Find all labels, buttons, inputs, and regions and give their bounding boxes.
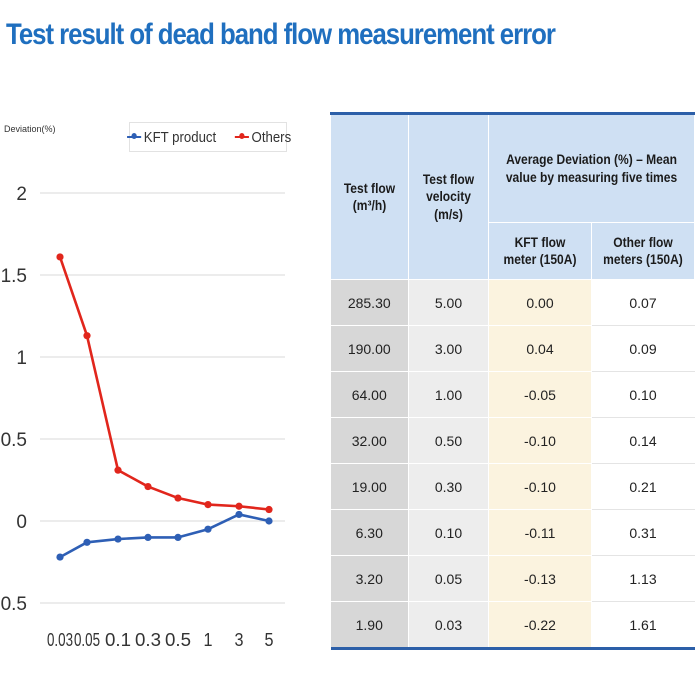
y-tick-label: 0.5	[1, 430, 27, 451]
y-axis-label: Deviation(%)	[4, 124, 56, 134]
header-kft-meter: KFT flow meter (150A)	[488, 222, 592, 280]
cell-velocity: 1.00	[408, 371, 489, 418]
cell-test-flow: 64.00	[330, 371, 409, 418]
cell-velocity: 0.05	[408, 555, 489, 602]
cell-other-deviation: 0.07	[591, 279, 696, 326]
cell-velocity: 0.30	[408, 463, 489, 510]
cell-velocity: 3.00	[408, 325, 489, 372]
x-tick-label: 3	[235, 630, 244, 650]
series-line-others	[58, 256, 270, 511]
x-tick-label: 0.5	[165, 630, 191, 650]
cell-test-flow: 32.00	[330, 417, 409, 464]
table-row: 285.30 5.00 0.00 0.07	[330, 279, 696, 326]
cell-other-deviation: 0.14	[591, 417, 696, 464]
table-row: 19.00 0.30 -0.10 0.21	[330, 463, 696, 510]
data-point-others	[83, 332, 91, 340]
data-point-others	[174, 494, 182, 502]
legend-item-others: Others	[234, 128, 291, 146]
cell-kft-deviation: -0.10	[488, 463, 592, 510]
table-row: 32.00 0.50 -0.10 0.14	[330, 417, 696, 464]
legend-swatch-kft	[127, 133, 142, 139]
data-point-kft	[235, 510, 243, 519]
cell-velocity: 0.03	[408, 601, 489, 649]
flow-test-table: Test flow (m³/h) Test flow velocity (m/s…	[330, 112, 696, 650]
data-point-kft	[83, 538, 91, 546]
cell-kft-deviation: -0.22	[488, 601, 592, 649]
series-line-kft	[59, 513, 270, 559]
cell-test-flow: 285.30	[330, 279, 409, 326]
legend-label-kft: KFT product	[144, 128, 217, 146]
x-tick-label: 0.03	[47, 630, 73, 650]
cell-kft-deviation: 0.00	[488, 279, 592, 326]
table-row: 64.00 1.00 -0.05 0.10	[330, 371, 696, 418]
data-point-kft	[174, 533, 182, 541]
table-row: 6.30 0.10 -0.11 0.31	[330, 509, 696, 556]
page-title: Test result of dead band flow measuremen…	[6, 18, 556, 51]
cell-other-deviation: 0.31	[591, 509, 696, 556]
x-tick-label: 5	[265, 630, 274, 650]
cell-velocity: 0.10	[408, 509, 489, 556]
x-tick-label: 0.1	[105, 630, 131, 650]
table-row: 3.20 0.05 -0.13 1.13	[330, 555, 696, 602]
header-other-meters: Other flow meters (150A)	[590, 222, 696, 280]
chart-legend: KFT product Others	[127, 122, 291, 152]
cell-test-flow: 6.30	[330, 509, 409, 556]
cell-kft-deviation: -0.11	[488, 509, 592, 556]
table-body: 285.30 5.00 0.00 0.07 190.00 3.00 0.04 0.09 64.0…	[330, 279, 696, 649]
x-tick-label: 1	[204, 630, 213, 650]
cell-kft-deviation: -0.10	[488, 417, 592, 464]
data-point-others	[144, 482, 152, 491]
data-point-kft	[204, 525, 212, 533]
data-point-kft	[56, 553, 64, 561]
data-point-kft	[144, 533, 152, 541]
data-point-kft	[114, 535, 122, 543]
y-tick-label: 2	[16, 184, 27, 205]
y-tick-label: 0	[16, 512, 27, 533]
data-point-others	[204, 501, 212, 509]
cell-test-flow: 190.00	[330, 325, 409, 372]
data-point-others	[114, 466, 122, 474]
table-row: 1.90 0.03 -0.22 1.61	[330, 601, 696, 649]
table-row: 190.00 3.00 0.04 0.09	[330, 325, 696, 372]
y-tick-label: 1	[16, 348, 27, 369]
data-point-others	[265, 505, 273, 514]
cell-other-deviation: 0.10	[591, 371, 696, 418]
data-point-others	[56, 253, 64, 261]
cell-test-flow: 3.20	[330, 555, 409, 602]
data-point-kft	[265, 517, 273, 525]
cell-velocity: 0.50	[408, 417, 489, 464]
x-tick-label: 0.3	[135, 630, 161, 650]
y-tick-label: 1.5	[1, 266, 27, 287]
legend-swatch-others	[234, 133, 249, 139]
cell-other-deviation: 1.61	[591, 601, 696, 649]
legend-label-others: Others	[251, 128, 291, 146]
cell-other-deviation: 0.09	[591, 325, 696, 372]
cell-kft-deviation: -0.05	[488, 371, 592, 418]
cell-test-flow: 1.90	[330, 601, 409, 649]
cell-test-flow: 19.00	[330, 463, 409, 510]
data-point-others	[235, 502, 243, 510]
header-average-deviation: Average Deviation (%) – Mean value by me…	[487, 112, 696, 224]
legend-item-kft: KFT product	[127, 128, 217, 146]
cell-kft-deviation: -0.13	[488, 555, 592, 602]
x-tick-label: 0.05	[74, 630, 100, 650]
cell-kft-deviation: 0.04	[488, 325, 592, 372]
cell-other-deviation: 1.13	[591, 555, 696, 602]
header-test-flow: Test flow (m³/h)	[330, 113, 409, 280]
header-velocity: Test flow velocity (m/s)	[408, 113, 489, 280]
cell-other-deviation: 0.21	[591, 463, 696, 510]
y-tick-label: -0.5	[0, 594, 27, 615]
results-table: Test flow (m³/h) Test flow velocity (m/s…	[330, 112, 696, 650]
cell-velocity: 5.00	[408, 279, 489, 326]
